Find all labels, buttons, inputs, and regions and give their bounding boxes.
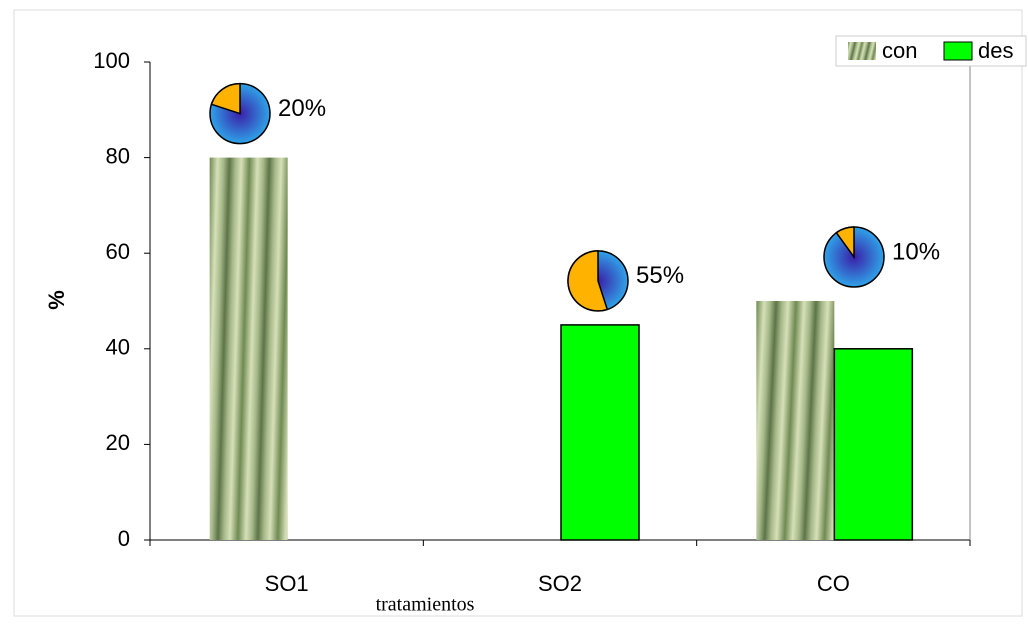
chart: % tratamientos 0 20 40 60 80 100 SO1 20% SO2 55% C… [0,0,1028,622]
legend-label: con [882,38,917,63]
y-tick-label: 100 [93,48,130,73]
pie-label: 20% [278,95,326,122]
legend-swatch [944,42,972,60]
y-tick-label: 0 [118,526,130,551]
x-tick-label: CO [817,571,850,596]
y-tick-label: 80 [106,143,130,168]
y-tick-label: 40 [106,335,130,360]
pie-label: 10% [892,238,940,265]
pie-label: 55% [636,262,684,289]
x-tick-label: SO1 [265,571,309,596]
bar [561,325,639,540]
bar [834,349,912,540]
y-tick-label: 20 [106,430,130,455]
legend-label: des [978,38,1013,63]
legend-swatch [848,42,876,60]
y-axis-label: % [44,290,69,310]
x-tick-label: SO2 [538,571,582,596]
bar [756,301,834,540]
x-axis-label: tratamientos [376,594,475,616]
y-tick-label: 60 [106,239,130,264]
bar [210,158,288,540]
page: {"chart_data": {"type": "bar", "y_label"… [0,0,1028,622]
